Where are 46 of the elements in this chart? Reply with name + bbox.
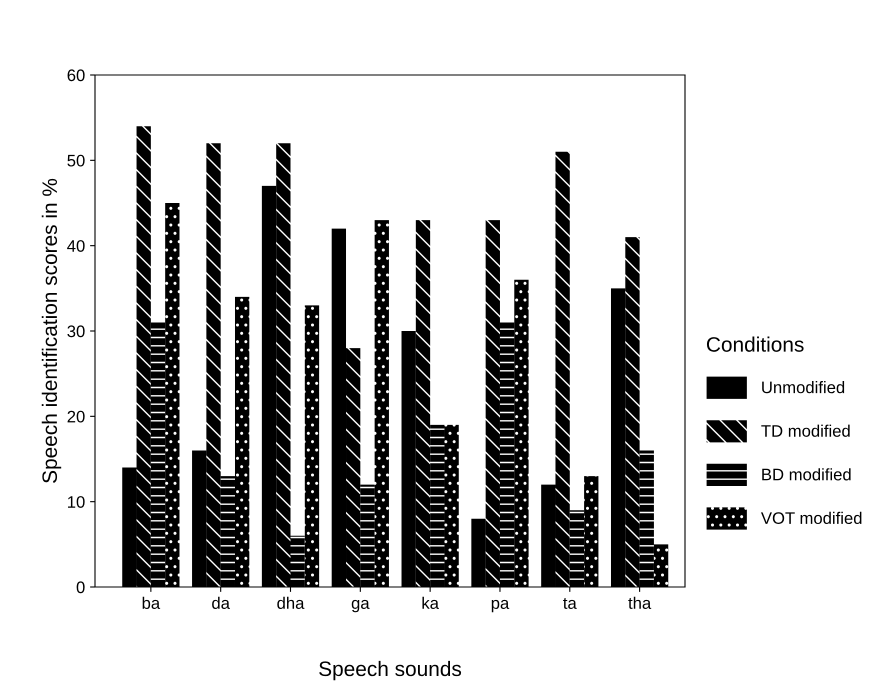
bar	[555, 152, 570, 587]
bar	[136, 126, 151, 587]
bar	[150, 322, 166, 587]
bar	[290, 536, 305, 587]
legend-label: VOT modified	[760, 512, 862, 524]
y-tick-label: 20	[68, 410, 85, 423]
bar	[304, 305, 320, 587]
bar	[486, 220, 500, 587]
x-axis-title: Speech sounds	[319, 660, 462, 680]
bar	[276, 143, 291, 587]
bar	[360, 484, 375, 587]
x-tick-label: ka	[422, 596, 439, 609]
bar	[416, 220, 430, 587]
bar	[625, 237, 640, 587]
x-tick-label: ta	[563, 598, 577, 609]
bar	[640, 450, 654, 587]
y-tick-label: 30	[67, 325, 85, 338]
x-tick-label: ba	[142, 596, 160, 609]
bar	[234, 296, 250, 587]
bar	[500, 322, 514, 587]
x-tick-label: ga	[352, 600, 370, 612]
legend-title: Conditions	[706, 336, 804, 352]
legend-label: BD modified	[762, 468, 851, 480]
x-tick-label: dha	[277, 596, 304, 609]
y-tick-label: 40	[67, 240, 85, 252]
bar	[206, 143, 221, 587]
x-tick-label: da	[212, 596, 230, 609]
bar	[570, 510, 584, 587]
x-tick-label: tha	[628, 596, 652, 609]
x-tick-label: pa	[492, 600, 510, 612]
legend-label: Unmodified	[762, 381, 844, 394]
bar	[654, 544, 668, 587]
bar	[514, 280, 529, 587]
legend-label: TD modified	[761, 424, 850, 437]
bar	[374, 220, 389, 587]
bar	[444, 424, 459, 587]
y-tick-label: 10	[68, 496, 85, 508]
bar	[165, 203, 180, 587]
y-tick-label: 50	[67, 154, 85, 167]
bar	[584, 476, 598, 587]
y-axis-title: Speech identification scores in %	[42, 178, 62, 483]
bar	[220, 476, 235, 587]
y-tick-label: 0	[76, 581, 85, 594]
bar	[346, 348, 360, 587]
bar	[430, 424, 444, 587]
y-tick-label: 60	[68, 69, 85, 82]
